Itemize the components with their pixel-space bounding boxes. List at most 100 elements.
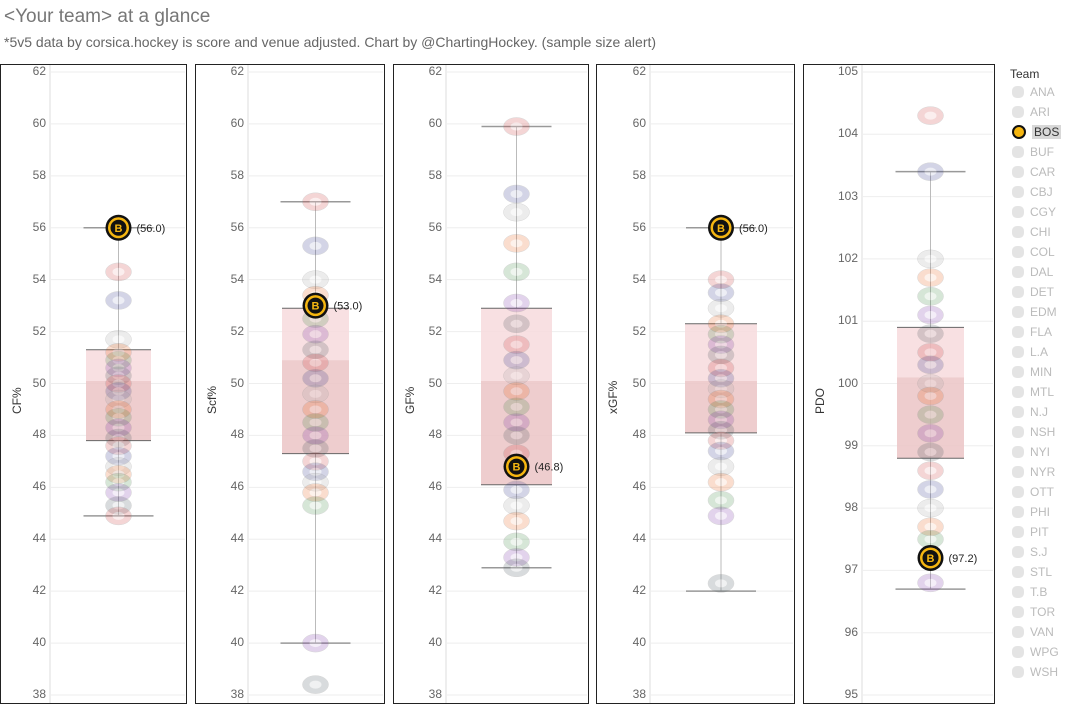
edm-logo-icon (1012, 306, 1024, 318)
tb-logo-icon (1012, 586, 1024, 598)
legend-item-stl[interactable]: STL (1012, 563, 1052, 581)
legend-item-pit[interactable]: PIT (1012, 523, 1049, 541)
van-logo-icon (1012, 626, 1024, 638)
legend-item-edm[interactable]: EDM (1012, 303, 1057, 321)
cbj-logo-icon (1012, 186, 1024, 198)
y-tick-label: 58 (32, 167, 46, 182)
legend-item-cbj[interactable]: CBJ (1012, 183, 1053, 201)
legend-item-ott[interactable]: OTT (1012, 483, 1054, 501)
la-logo-icon (1012, 346, 1024, 358)
legend-item-nj[interactable]: N.J (1012, 403, 1048, 421)
legend-item-la[interactable]: L.A (1012, 343, 1048, 361)
y-tick-label: 44 (428, 531, 442, 546)
legend-label: PIT (1030, 525, 1049, 539)
y-tick-label: 95 (844, 687, 858, 701)
y-tick-label: 54 (32, 271, 46, 286)
legend-item-min[interactable]: MIN (1012, 363, 1052, 381)
y-tick-label: 60 (632, 115, 646, 130)
y-tick-label: 62 (428, 64, 442, 78)
y-tick-label: 105 (837, 64, 858, 78)
legend-label: CBJ (1030, 185, 1053, 199)
y-tick-label: 101 (837, 313, 858, 328)
y-tick-label: 44 (632, 531, 646, 546)
legend-title: Team (1010, 67, 1040, 81)
nyr-logo-icon (1012, 466, 1024, 478)
y-tick-label: 42 (32, 583, 46, 598)
legend-item-tb[interactable]: T.B (1012, 583, 1047, 601)
y-tick-label: 104 (837, 126, 858, 141)
car-logo-icon (1012, 166, 1024, 178)
legend-item-nyi[interactable]: NYI (1012, 443, 1050, 461)
legend-item-tor[interactable]: TOR (1012, 603, 1055, 621)
y-tick-label: 38 (632, 687, 646, 701)
y-tick-label: 42 (428, 583, 442, 598)
legend-item-buf[interactable]: BUF (1012, 143, 1054, 161)
y-tick-label: 52 (230, 323, 244, 338)
cgy-logo-icon (1012, 206, 1024, 218)
legend-item-cgy[interactable]: CGY (1012, 203, 1056, 221)
y-axis-title: PDO (813, 387, 827, 414)
y-tick-label: 97 (844, 562, 858, 577)
y-tick-label: 54 (230, 271, 244, 286)
y-tick-label: 58 (230, 167, 244, 182)
legend-label: ANA (1030, 85, 1055, 99)
phi-logo-icon (1012, 506, 1024, 518)
y-tick-label: 54 (632, 271, 646, 286)
ott-logo-icon (1012, 486, 1024, 498)
y-tick-label: 52 (428, 323, 442, 338)
chart-title: <Your team> at a glance (4, 6, 211, 27)
col-logo-icon (1012, 246, 1024, 258)
y-tick-label: 48 (32, 427, 46, 442)
y-tick-label: 102 (837, 250, 858, 265)
legend-item-wpg[interactable]: WPG (1012, 643, 1059, 661)
y-tick-label: 54 (428, 271, 442, 286)
legend-item-ana[interactable]: ANA (1012, 83, 1055, 101)
y-tick-label: 50 (32, 375, 46, 390)
legend-item-sj[interactable]: S.J (1012, 543, 1047, 561)
sj-logo-icon (1012, 546, 1024, 558)
y-tick-label: 50 (428, 375, 442, 390)
y-tick-label: 38 (428, 687, 442, 701)
y-tick-label: 62 (32, 64, 46, 78)
legend-label: CHI (1030, 225, 1051, 239)
legend-item-nsh[interactable]: NSH (1012, 423, 1055, 441)
legend-label: OTT (1030, 485, 1054, 499)
y-axis-title: GF% (403, 386, 417, 414)
legend-item-nyr[interactable]: NYR (1012, 463, 1055, 481)
legend-item-fla[interactable]: FLA (1012, 323, 1052, 341)
dal-logo-icon (1012, 266, 1024, 278)
chi-logo-icon (1012, 226, 1024, 238)
y-tick-label: 62 (230, 64, 244, 78)
legend-label: NYI (1030, 445, 1051, 459)
legend-label: TOR (1030, 605, 1056, 619)
y-tick-label: 46 (632, 479, 646, 494)
legend-item-ari[interactable]: ARI (1012, 103, 1050, 121)
legend-item-det[interactable]: DET (1012, 283, 1054, 301)
y-tick-label: 56 (632, 219, 646, 234)
legend-item-van[interactable]: VAN (1012, 623, 1054, 641)
pit-logo-icon (1012, 526, 1024, 538)
ari-logo-icon (1012, 106, 1024, 118)
legend-item-phi[interactable]: PHI (1012, 503, 1050, 521)
legend-item-wsh[interactable]: WSH (1012, 663, 1058, 681)
legend-label: COL (1030, 245, 1055, 259)
y-tick-label: 46 (230, 479, 244, 494)
legend-item-bos[interactable]: BOS (1012, 123, 1062, 141)
legend-label: S.J (1030, 545, 1048, 559)
bos-logo-icon (1012, 125, 1026, 139)
legend-item-chi[interactable]: CHI (1012, 223, 1051, 241)
mtl-logo-icon (1012, 386, 1024, 398)
legend-label: BOS (1032, 125, 1062, 139)
legend-label: NSH (1030, 425, 1056, 439)
legend-item-mtl[interactable]: MTL (1012, 383, 1054, 401)
legend-item-car[interactable]: CAR (1012, 163, 1055, 181)
legend-label: MIN (1030, 365, 1052, 379)
legend-label: PHI (1030, 505, 1051, 519)
legend-item-col[interactable]: COL (1012, 243, 1055, 261)
legend-item-dal[interactable]: DAL (1012, 263, 1053, 281)
legend-label: WSH (1030, 665, 1058, 679)
y-tick-label: 50 (632, 375, 646, 390)
y-tick-label: 46 (32, 479, 46, 494)
y-tick-label: 60 (32, 115, 46, 130)
wsh-logo-icon (1012, 666, 1024, 678)
